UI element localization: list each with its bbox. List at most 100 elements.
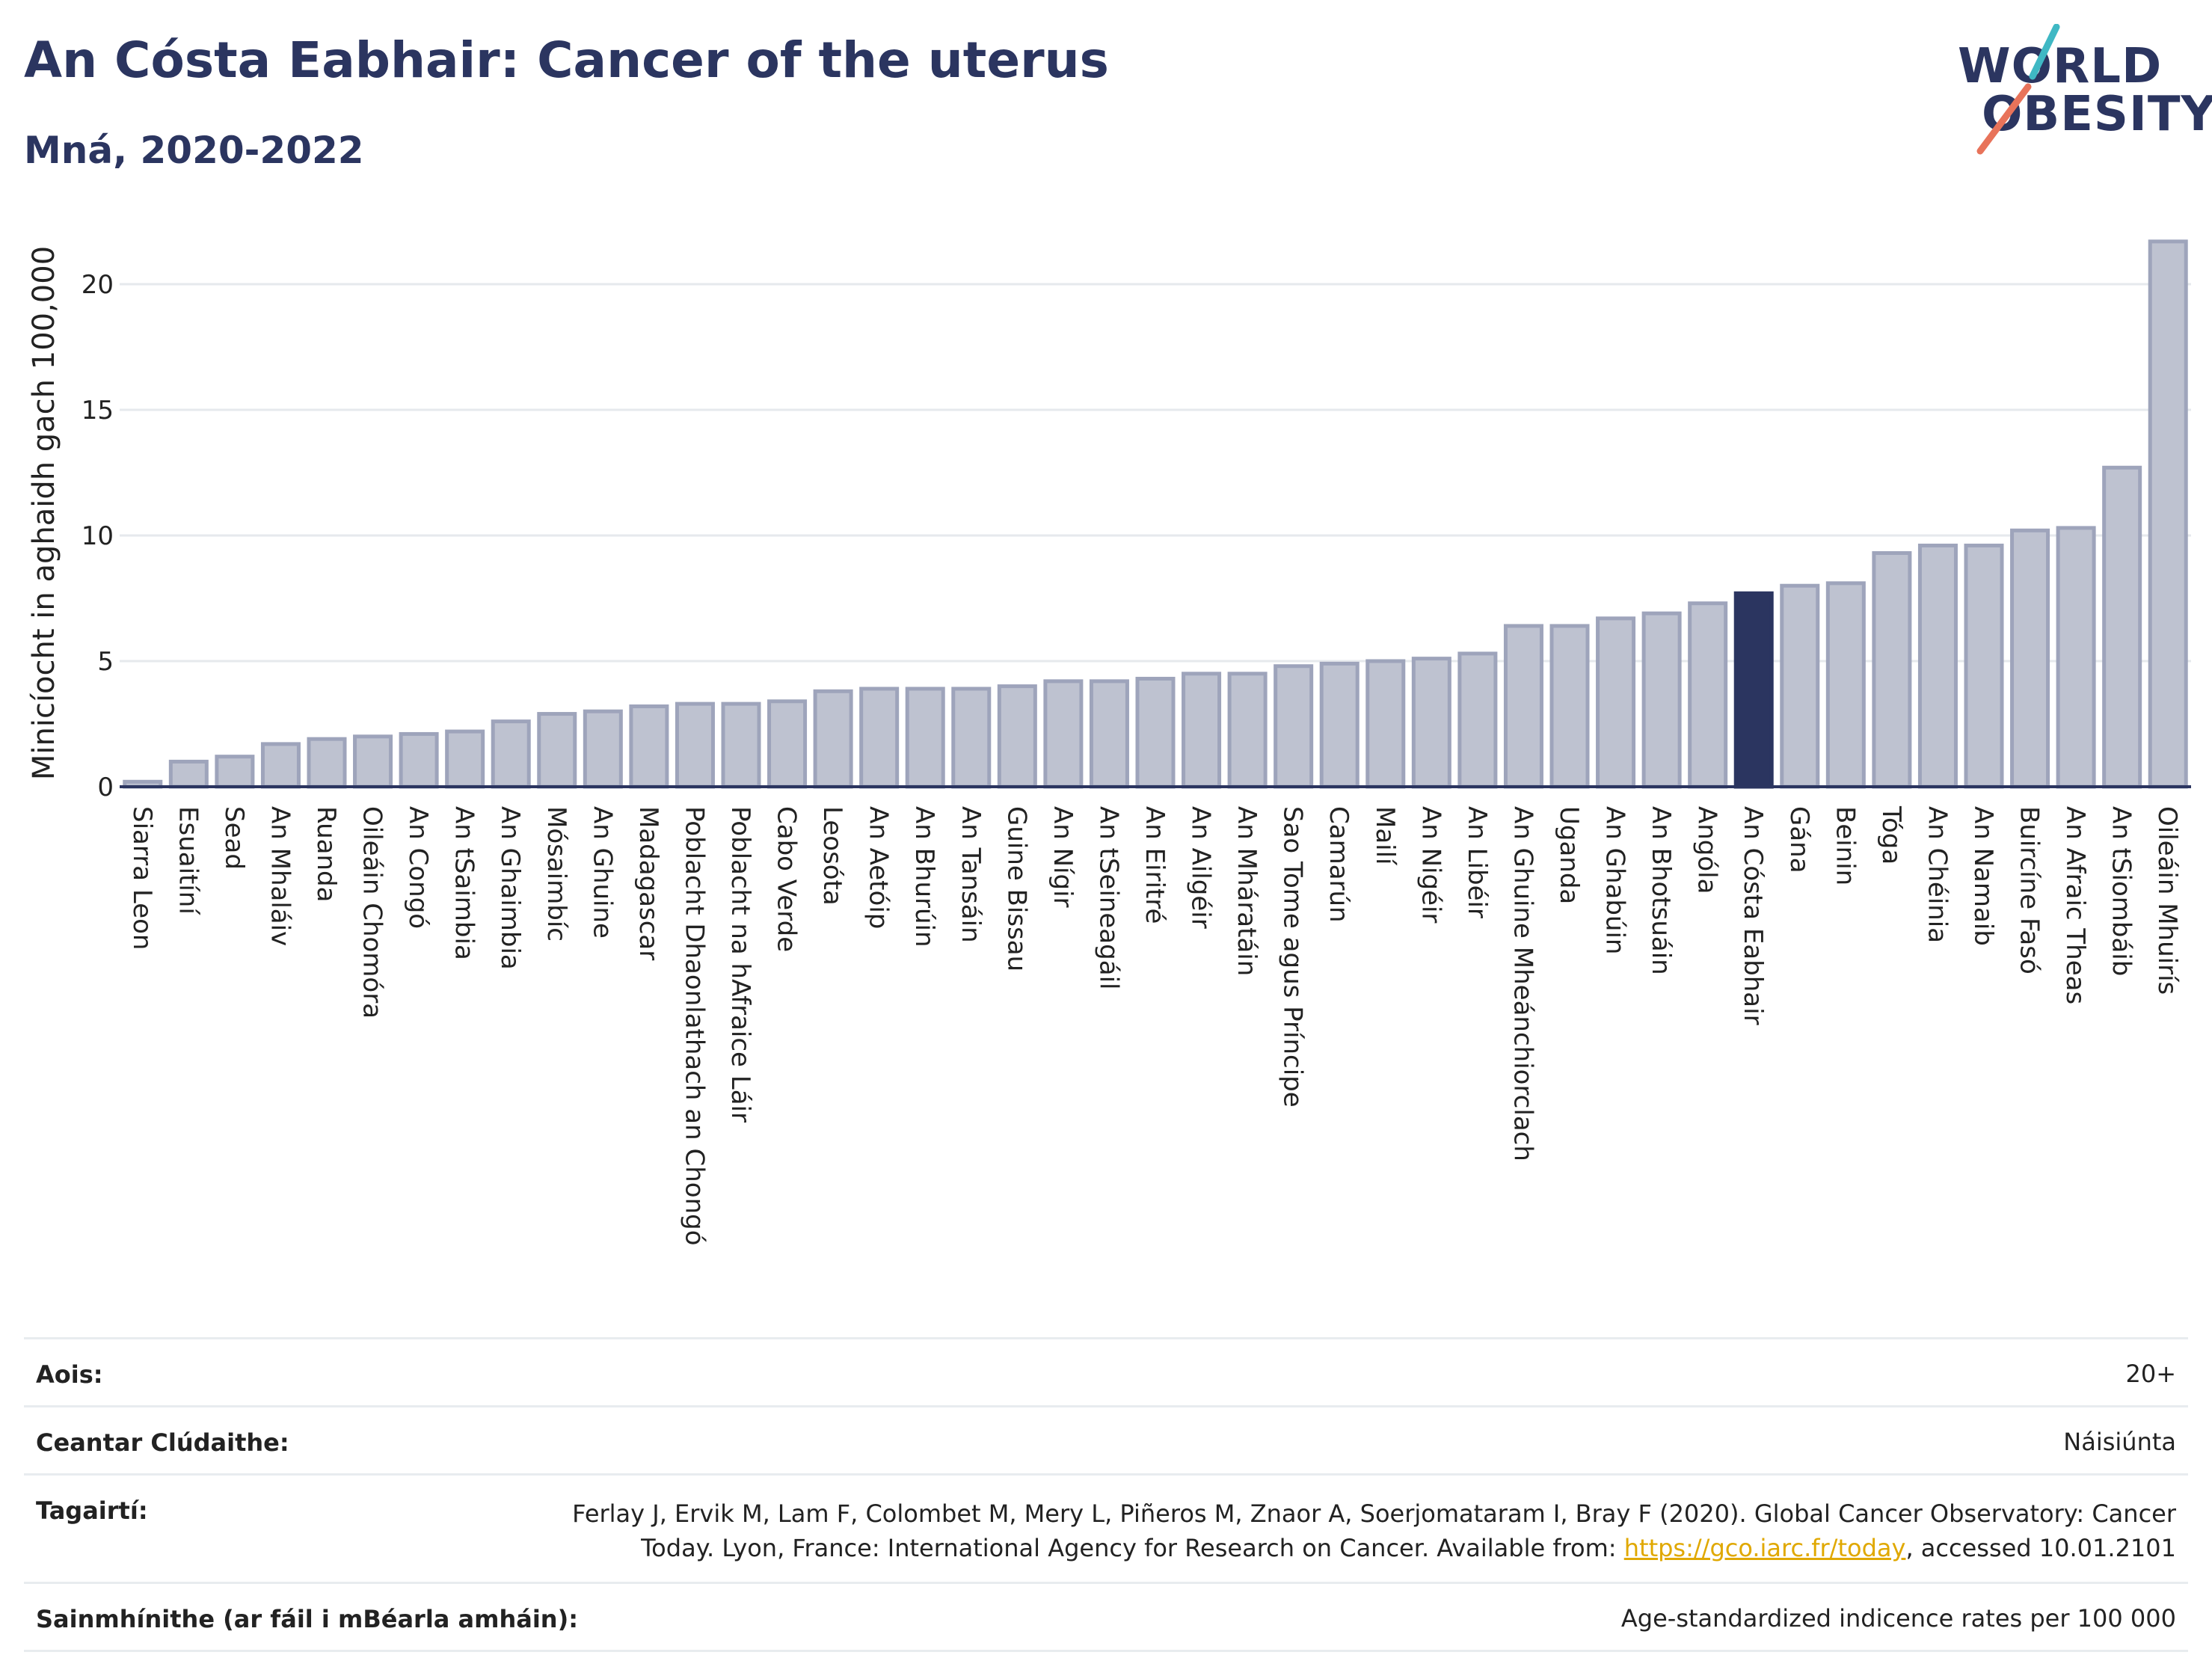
bar — [767, 699, 808, 789]
bar — [2056, 526, 2096, 789]
bar — [1182, 672, 1222, 789]
bar — [2148, 239, 2188, 789]
gco-link[interactable]: https://gco.iarc.fr/today — [1623, 1534, 1906, 1562]
x-tick-label: Sao Tome agus Príncipe — [1278, 806, 1308, 1108]
y-axis-label: Minicíocht in aghaidh gach 100,000 — [27, 246, 61, 780]
bar — [1596, 616, 1636, 789]
x-tick-label: An Cósta Eabhair — [1738, 806, 1768, 1025]
x-tick-label: Angóla — [1692, 806, 1722, 894]
x-tick-label: Cabo Verde — [772, 806, 802, 952]
bar — [583, 709, 623, 789]
x-tick-label: An Ghabúin — [1600, 806, 1630, 954]
x-tick-label: An Afraic Theas — [2060, 806, 2090, 1004]
row-coverage: Ceantar Clúdaithe: Náisiúnta — [24, 1405, 2188, 1473]
logo-slash-icon — [1976, 24, 2060, 155]
bar — [675, 701, 715, 789]
bar — [215, 755, 255, 789]
age-value: 20+ — [2125, 1360, 2176, 1388]
bar — [1457, 651, 1498, 789]
bar — [1780, 583, 1820, 789]
references-line2-pre: Today. Lyon, France: International Agenc… — [641, 1534, 1624, 1562]
x-tick-label: An tSiombáib — [2107, 806, 2136, 976]
row-definitions: Sainmhínithe (ar fáil i mBéarla amháin):… — [24, 1582, 2188, 1652]
row-age: Aois: 20+ — [24, 1337, 2188, 1405]
bar — [1319, 661, 1360, 789]
bar — [537, 712, 577, 789]
bar — [1227, 672, 1268, 789]
y-tick-label: 10 — [82, 521, 114, 551]
bar — [1964, 543, 2004, 789]
bar — [1503, 624, 1543, 789]
bar — [859, 687, 900, 789]
bar — [1825, 581, 1866, 789]
x-tick-label: Ruanda — [311, 806, 341, 902]
bar — [997, 684, 1037, 789]
y-tick-label: 5 — [97, 647, 114, 677]
x-tick-label: Oileáin Chomóra — [357, 806, 387, 1019]
bar — [1549, 624, 1590, 789]
x-tick-label: Poblacht Dhaonlathach an Chongó — [679, 806, 709, 1246]
definitions-value: Age-standardized indicence rates per 100… — [1620, 1604, 2176, 1633]
x-tick-label: Guine Bissau — [1001, 806, 1031, 971]
world-obesity-logo: WORLD OBESITY — [1952, 24, 2212, 159]
bar — [260, 742, 301, 789]
x-tick-label: Leosóta — [817, 806, 847, 906]
bar — [721, 701, 761, 789]
y-axis-ticks: 0 5 10 15 20 — [82, 270, 114, 802]
x-tick-label: Uganda — [1554, 806, 1584, 904]
chart-title: An Cósta Eabhair: Cancer of the uterus — [24, 31, 1109, 89]
bar — [905, 687, 945, 789]
bar — [1365, 659, 1406, 789]
bar — [1688, 601, 1728, 789]
bar — [445, 729, 485, 789]
bar — [168, 759, 209, 789]
x-tick-label: An tSeineagáil — [1093, 806, 1123, 990]
references-line1: Ferlay J, Ervik M, Lam F, Colombet M, Me… — [572, 1499, 2176, 1528]
bar — [2010, 528, 2050, 789]
x-tick-label: An Tansáin — [956, 806, 986, 943]
x-tick-label: Oileáin Mhuirís — [2152, 806, 2182, 995]
x-tick-label: Poblacht na hAfraice Láir — [725, 806, 755, 1123]
x-tick-label: Siarra Leon — [127, 806, 157, 950]
coverage-label: Ceantar Clúdaithe: — [36, 1428, 289, 1457]
x-tick-label: An Nigéir — [1416, 806, 1446, 923]
x-tick-label: An Nígir — [1048, 806, 1078, 908]
definitions-label: Sainmhínithe (ar fáil i mBéarla amháin): — [36, 1605, 578, 1633]
x-tick-label: An Mhaláiv — [265, 806, 295, 946]
bar — [1274, 664, 1314, 789]
bar — [1641, 611, 1682, 789]
bar-chart: 0 5 10 15 20 Siarra Leon Esuaitíní Sead An Mhal… — [27, 239, 2191, 1246]
bar — [353, 734, 393, 789]
x-tick-label: An Ghaimbia — [495, 806, 525, 970]
x-tick-label: An Ghuine — [587, 806, 617, 939]
bar — [491, 719, 531, 789]
logo-word-world: WORLD — [1958, 39, 2163, 94]
bars — [123, 239, 2188, 789]
x-tick-label: An Mháratáin — [1232, 806, 1262, 976]
bar — [1733, 591, 1774, 789]
bar — [1411, 657, 1451, 789]
x-tick-label: Esuaitíní — [173, 806, 203, 915]
x-axis-labels: Siarra Leon Esuaitíní Sead An Mhaláiv Ruanda… — [127, 805, 2182, 1246]
y-tick-label: 15 — [82, 396, 114, 426]
x-tick-label: Buircíne Fasó — [2015, 806, 2044, 974]
x-tick-label: Sead — [219, 806, 249, 870]
bar — [1872, 551, 1912, 789]
chart-subtitle: Mná, 2020-2022 — [24, 129, 364, 172]
x-tick-label: An Congó — [403, 806, 433, 929]
x-tick-label: Mailí — [1370, 806, 1400, 866]
bar — [399, 731, 439, 789]
x-tick-label: Beinin — [1830, 806, 1860, 885]
age-label: Aois: — [36, 1360, 103, 1389]
bar — [1089, 679, 1129, 789]
y-tick-label: 0 — [97, 773, 114, 802]
x-tick-label: An Chéinia — [1922, 806, 1952, 943]
bar — [2102, 465, 2142, 789]
x-tick-label: An Libéir — [1462, 806, 1492, 918]
bar — [1135, 677, 1176, 789]
x-tick-label: An Namaib — [1968, 806, 1998, 946]
references-line2-post: , accessed 10.01.2101 — [1905, 1534, 2176, 1562]
x-tick-label: An Bhurúin — [909, 806, 939, 948]
x-tick-label: An Ghuine Mheánchiorclach — [1508, 806, 1537, 1161]
x-tick-label: An Bhotsuáin — [1646, 806, 1676, 975]
